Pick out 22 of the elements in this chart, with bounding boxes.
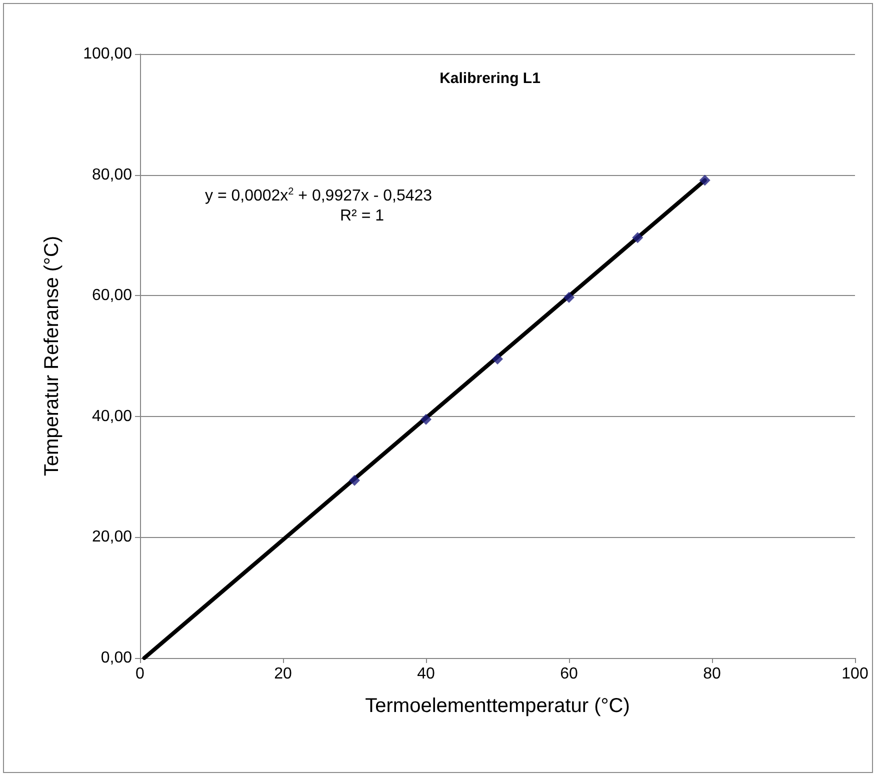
y-tick-label: 60,00 [92,287,132,304]
y-tick-label: 100,00 [83,46,132,62]
x-tick-label: 40 [417,666,435,682]
annotation: R² = 1 [340,208,384,224]
x-tick-label: 100 [842,666,868,682]
x-tick-label: 20 [274,666,292,682]
point [699,174,710,186]
point [420,414,432,425]
y-tick-label: 20,00 [92,528,132,546]
x-tick-label: 80 [703,666,721,682]
y-tick-label: 0,00 [100,650,132,666]
text: Kalibrering L1 [440,70,540,87]
x-tick-label: 0 [136,666,145,682]
x-axis-title: Termoelementtemperatur (°C) [365,695,630,717]
y-axis-title: Temperatur Referanse (°C) [41,236,63,476]
point [492,354,503,365]
x-tick-label: 60 [560,666,578,682]
y-tick-label: 80,00 [92,166,132,184]
point [349,474,360,486]
point [564,292,574,303]
y-tick-label: 40,00 [92,408,132,425]
point [632,232,644,244]
